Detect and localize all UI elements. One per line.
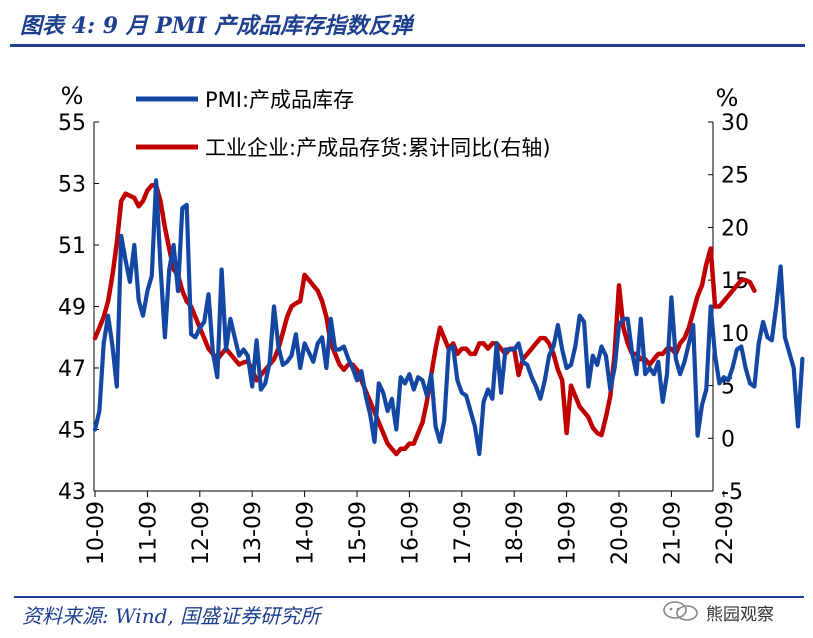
footer-rule <box>14 596 804 598</box>
figure-title: 图表 4: 9 月 PMI 产成品库存指数反弹 <box>20 13 413 39</box>
left-tick-label-49: 49 <box>58 296 86 321</box>
x-tick-label-19-09: 19-09 <box>556 501 581 565</box>
left-tick-label-43: 43 <box>58 480 86 505</box>
right-tick-label-10: 10 <box>721 322 749 347</box>
left-tick-label-55: 55 <box>58 111 86 136</box>
x-tick-label-15-09: 15-09 <box>346 501 371 565</box>
header-rule <box>10 44 805 47</box>
right-tick-label-20: 20 <box>721 216 749 241</box>
series-line-industry <box>92 183 757 457</box>
x-tick-label-11-09: 11-09 <box>136 501 161 565</box>
x-tick-label-14-09: 14-09 <box>294 501 319 565</box>
watermark-text: 熊园观察 <box>706 605 774 625</box>
x-tick-label-12-09: 12-09 <box>189 501 214 565</box>
right-tick-label-30: 30 <box>721 111 749 136</box>
figure-footer: 资料来源: Wind, 国盛证券研究所 熊园观察 <box>0 592 813 638</box>
x-tick-label-10-09: 10-09 <box>84 501 109 565</box>
x-tick-label-16-09: 16-09 <box>398 501 423 565</box>
line-chart: % % PMI:产成品库存 工业企业:产成品存货:累计同比(右轴) 43 45 47… <box>58 82 805 565</box>
right-tick-label-5: 5 <box>721 375 735 400</box>
legend-label-industry: 工业企业:产成品存货:累计同比(右轴) <box>205 136 551 160</box>
right-tick-label--5: -5 <box>721 480 743 505</box>
figure-header: 图表 4: 9 月 PMI 产成品库存指数反弹 <box>10 4 805 47</box>
x-tick-label-18-09: 18-09 <box>503 501 528 565</box>
x-tick-label-13-09: 13-09 <box>241 501 266 565</box>
left-tick-label-45: 45 <box>58 419 86 444</box>
series-layer <box>92 178 805 457</box>
left-tick-label-53: 53 <box>58 173 86 198</box>
legend: PMI:产成品库存 工业企业:产成品存货:累计同比(右轴) <box>136 88 551 160</box>
series-line-pmi <box>92 178 805 457</box>
right-tick-label-25: 25 <box>721 164 749 189</box>
left-unit-label: % <box>61 82 84 110</box>
wechat-icon <box>663 601 698 621</box>
x-tick-label-20-09: 20-09 <box>608 501 633 565</box>
legend-label-pmi: PMI:产成品库存 <box>205 88 354 112</box>
left-tick-label-51: 51 <box>58 234 86 259</box>
left-tick-label-47: 47 <box>58 357 86 382</box>
x-tick-label-21-09: 21-09 <box>660 501 685 565</box>
x-tick-label-22-09: 22-09 <box>713 501 738 565</box>
x-tick-label-17-09: 17-09 <box>451 501 476 565</box>
source-note: 资料来源: Wind, 国盛证券研究所 <box>22 604 321 628</box>
right-unit-label: % <box>716 84 739 112</box>
right-tick-label-0: 0 <box>721 427 735 452</box>
